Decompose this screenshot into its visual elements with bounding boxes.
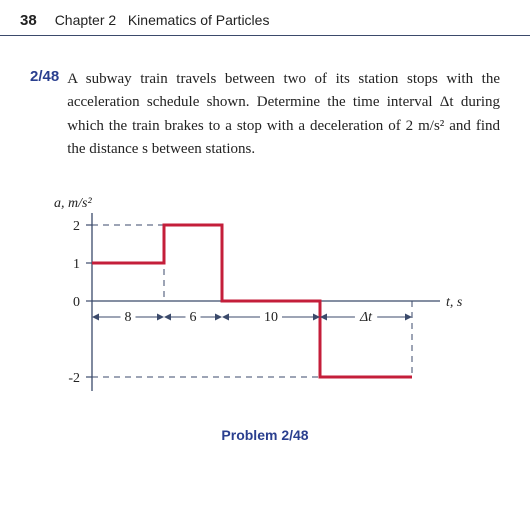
page-number: 38: [20, 12, 37, 29]
svg-text:-2: -2: [68, 371, 80, 386]
svg-text:2: 2: [73, 219, 80, 234]
problem-text: 2/48 A subway train travels between two …: [30, 68, 500, 161]
svg-text:1: 1: [73, 257, 80, 272]
chapter-num: Chapter 2: [55, 12, 116, 28]
svg-text:Δt: Δt: [359, 310, 373, 325]
problem-number: 2/48: [30, 68, 59, 85]
problem-block: 2/48 A subway train travels between two …: [0, 36, 530, 443]
problem-body: A subway train travels between two of it…: [67, 68, 500, 161]
svg-text:10: 10: [264, 310, 278, 325]
chapter-label: Chapter 2 Kinematics of Particles: [55, 12, 270, 28]
svg-text:0: 0: [73, 295, 80, 310]
svg-text:8: 8: [125, 310, 132, 325]
svg-text:a, m/s²: a, m/s²: [54, 196, 92, 211]
problem-caption: Problem 2/48: [30, 427, 500, 443]
chapter-title: Kinematics of Particles: [128, 12, 270, 28]
page-header: 38 Chapter 2 Kinematics of Particles: [0, 0, 530, 36]
svg-text:6: 6: [190, 310, 197, 325]
acceleration-chart: a, m/s² -2 0 1 2 t, s 8 6 10 Δt: [30, 189, 500, 419]
svg-text:t, s: t, s: [446, 295, 463, 310]
